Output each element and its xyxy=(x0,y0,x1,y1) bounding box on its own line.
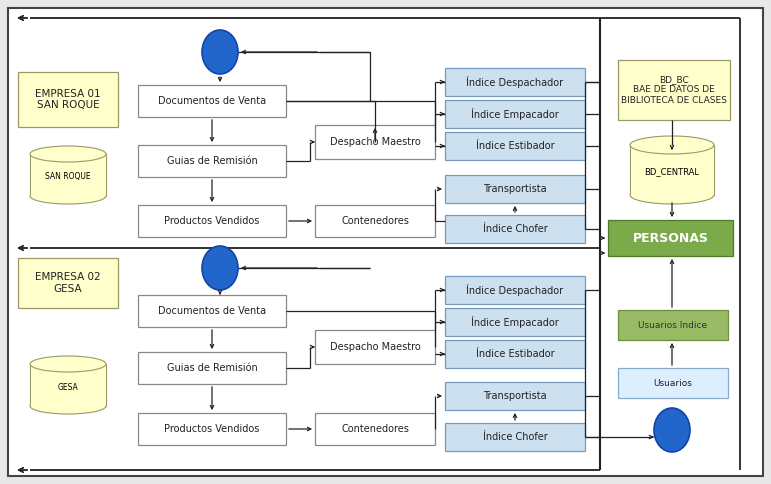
Text: Documentos de Venta: Documentos de Venta xyxy=(158,306,266,316)
FancyBboxPatch shape xyxy=(31,364,106,406)
FancyBboxPatch shape xyxy=(445,68,585,96)
Text: EMPRESA 01
SAN ROQUE: EMPRESA 01 SAN ROQUE xyxy=(35,89,101,110)
Ellipse shape xyxy=(30,146,106,162)
FancyBboxPatch shape xyxy=(445,276,585,304)
FancyBboxPatch shape xyxy=(138,145,286,177)
Ellipse shape xyxy=(630,186,714,204)
FancyBboxPatch shape xyxy=(138,295,286,327)
FancyBboxPatch shape xyxy=(315,205,435,237)
Text: Índice Despachador: Índice Despachador xyxy=(466,76,564,88)
Text: BD_BC
BAE DE DATOS DE
BIBLIOTECA DE CLASES: BD_BC BAE DE DATOS DE BIBLIOTECA DE CLAS… xyxy=(621,75,727,105)
Ellipse shape xyxy=(30,398,106,414)
Text: Índice Estibador: Índice Estibador xyxy=(476,349,554,359)
FancyBboxPatch shape xyxy=(445,382,585,410)
Text: Índice Empacador: Índice Empacador xyxy=(471,108,559,120)
FancyBboxPatch shape xyxy=(18,258,118,308)
FancyBboxPatch shape xyxy=(30,154,106,196)
Text: Guias de Remisión: Guias de Remisión xyxy=(167,156,258,166)
FancyBboxPatch shape xyxy=(138,85,286,117)
FancyBboxPatch shape xyxy=(618,60,730,120)
Text: Despacho Maestro: Despacho Maestro xyxy=(330,342,420,352)
FancyBboxPatch shape xyxy=(8,8,763,476)
Ellipse shape xyxy=(30,356,106,372)
FancyBboxPatch shape xyxy=(30,364,106,406)
Text: Documentos de Venta: Documentos de Venta xyxy=(158,96,266,106)
FancyBboxPatch shape xyxy=(138,352,286,384)
Text: Índice Empacador: Índice Empacador xyxy=(471,316,559,328)
FancyBboxPatch shape xyxy=(445,215,585,243)
Text: BD_CENTRAL: BD_CENTRAL xyxy=(645,167,699,177)
FancyBboxPatch shape xyxy=(315,413,435,445)
Ellipse shape xyxy=(30,188,106,204)
FancyBboxPatch shape xyxy=(618,368,728,398)
FancyBboxPatch shape xyxy=(631,146,713,195)
Text: Guias de Remisión: Guias de Remisión xyxy=(167,363,258,373)
FancyBboxPatch shape xyxy=(445,340,585,368)
FancyBboxPatch shape xyxy=(138,205,286,237)
FancyBboxPatch shape xyxy=(18,72,118,127)
Ellipse shape xyxy=(654,408,690,452)
Text: Índice Estibador: Índice Estibador xyxy=(476,141,554,151)
Text: GESA: GESA xyxy=(58,382,79,392)
FancyBboxPatch shape xyxy=(445,423,585,451)
Text: Despacho Maestro: Despacho Maestro xyxy=(330,137,420,147)
Text: Productos Vendidos: Productos Vendidos xyxy=(164,424,260,434)
Text: Contenedores: Contenedores xyxy=(341,424,409,434)
FancyBboxPatch shape xyxy=(608,220,733,256)
Text: Índice Despachador: Índice Despachador xyxy=(466,284,564,296)
FancyBboxPatch shape xyxy=(445,100,585,128)
FancyBboxPatch shape xyxy=(630,145,714,195)
Text: Contenedores: Contenedores xyxy=(341,216,409,226)
Text: SAN ROQUE: SAN ROQUE xyxy=(45,172,91,182)
Text: PERSONAS: PERSONAS xyxy=(632,231,709,244)
FancyBboxPatch shape xyxy=(445,132,585,160)
Text: Transportista: Transportista xyxy=(483,184,547,194)
FancyBboxPatch shape xyxy=(445,175,585,203)
Ellipse shape xyxy=(202,30,238,74)
FancyBboxPatch shape xyxy=(445,308,585,336)
FancyBboxPatch shape xyxy=(618,310,728,340)
FancyBboxPatch shape xyxy=(315,330,435,364)
Text: Productos Vendidos: Productos Vendidos xyxy=(164,216,260,226)
FancyBboxPatch shape xyxy=(138,413,286,445)
FancyBboxPatch shape xyxy=(31,154,106,196)
Text: Usuarios: Usuarios xyxy=(654,378,692,388)
Ellipse shape xyxy=(202,246,238,290)
Ellipse shape xyxy=(630,136,714,154)
Text: Índice Chofer: Índice Chofer xyxy=(483,432,547,442)
Text: Usuarios Indice: Usuarios Indice xyxy=(638,320,708,330)
Text: EMPRESA 02
GESA: EMPRESA 02 GESA xyxy=(35,272,101,294)
Text: Índice Chofer: Índice Chofer xyxy=(483,224,547,234)
FancyBboxPatch shape xyxy=(315,125,435,159)
Text: Transportista: Transportista xyxy=(483,391,547,401)
